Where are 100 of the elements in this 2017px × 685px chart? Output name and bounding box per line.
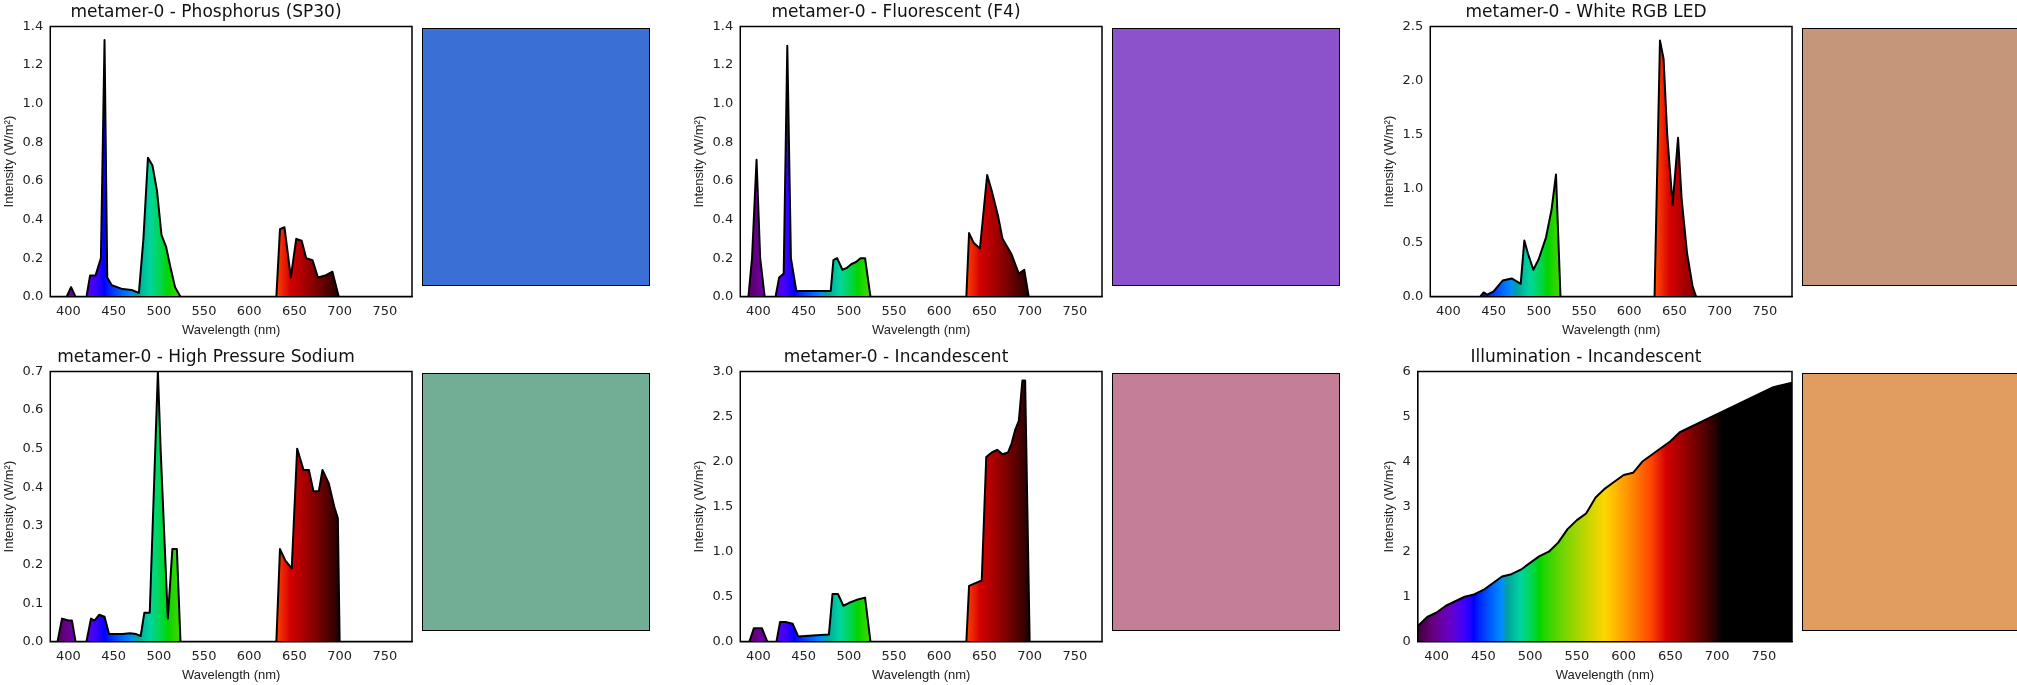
x-axis-title: Wavelength (nm) [181,666,281,682]
y-tick-label: 0.8 [22,133,44,149]
x-tick-label: 600 [1616,302,1642,318]
chart-title: metamer-0 - High Pressure Sodium [57,345,355,366]
x-axis-title: Wavelength (nm) [871,666,971,682]
x-tick-label: 700 [327,302,353,318]
x-tick-label: 550 [1564,647,1590,663]
y-tick-label: 2.5 [1402,17,1424,33]
y-tick-label: 1.0 [712,543,734,559]
chart-title: metamer-0 - Fluorescent (F4) [771,0,1021,21]
x-tick-label: 550 [881,302,907,318]
y-tick-label: 1.2 [712,56,734,72]
x-tick-label: 650 [282,302,307,318]
y-tick-label: 0.4 [22,210,44,226]
y-tick-label: 1.5 [1402,125,1424,141]
x-tick-label: 750 [1062,647,1088,663]
y-tick-label: 0.5 [1402,234,1424,250]
x-tick-label: 650 [1662,302,1687,318]
x-tick-label: 500 [146,647,172,663]
x-tick-label: 450 [1470,647,1496,663]
y-tick-label: 0.0 [22,633,44,649]
x-tick-label: 500 [1526,302,1552,318]
y-tick-label: 1.4 [22,17,44,33]
chart-title: metamer-0 - Incandescent [783,345,1009,366]
y-tick-label: 2 [1402,543,1411,559]
y-axis-title: Intensity (W/m²) [1381,115,1397,208]
x-tick-label: 550 [1571,302,1597,318]
y-tick-label: 0.2 [712,249,734,265]
x-tick-label: 450 [1481,302,1506,318]
x-axis-title: Wavelength (nm) [1555,666,1655,682]
y-tick-label: 0.6 [712,172,734,188]
y-tick-label: 0.6 [22,401,44,417]
x-tick-label: 750 [1751,647,1777,663]
y-tick-label: 3.0 [712,362,734,378]
x-tick-label: 650 [972,647,997,663]
y-tick-label: 0.4 [712,210,734,226]
x-tick-label: 500 [836,647,862,663]
x-tick-label: 650 [972,302,997,318]
x-tick-label: 700 [327,647,353,663]
y-tick-label: 0.2 [22,555,44,571]
chart-title: metamer-0 - Phosphorus (SP30) [70,0,342,21]
x-axis-title: Wavelength (nm) [181,321,281,337]
y-tick-label: 0.5 [22,440,44,456]
x-tick-label: 400 [55,647,81,663]
x-tick-label: 450 [101,647,126,663]
y-tick-label: 3 [1402,497,1411,513]
y-tick-label: 1.0 [712,95,734,111]
x-tick-label: 750 [372,302,398,318]
x-tick-label: 650 [1657,647,1683,663]
x-tick-label: 600 [236,647,262,663]
y-axis-title: Intensity (W/m²) [1,115,17,208]
y-tick-label: 1.4 [712,17,734,33]
x-tick-label: 600 [926,302,952,318]
y-tick-label: 0 [1402,633,1411,649]
x-tick-label: 550 [191,302,217,318]
x-tick-label: 400 [745,647,771,663]
y-tick-label: 1.0 [22,95,44,111]
y-tick-label: 5 [1402,407,1411,423]
x-tick-label: 600 [926,647,952,663]
y-tick-label: 4 [1402,452,1411,468]
x-tick-label: 500 [836,302,862,318]
x-tick-label: 450 [791,647,816,663]
y-tick-label: 0.1 [22,594,44,610]
x-axis-title: Wavelength (nm) [1561,321,1661,337]
x-tick-label: 500 [1517,647,1543,663]
x-tick-label: 750 [1062,302,1088,318]
y-axis-title: Intensity (W/m²) [691,460,707,553]
y-tick-label: 2.0 [712,452,734,468]
y-tick-label: 2.5 [712,407,734,423]
y-tick-label: 0.4 [22,478,44,494]
x-tick-label: 400 [1435,302,1461,318]
x-tick-label: 550 [191,647,217,663]
y-tick-label: 1 [1402,588,1411,604]
x-tick-label: 400 [1424,647,1449,663]
x-tick-label: 550 [881,647,907,663]
x-tick-label: 700 [1704,647,1730,663]
y-axis-title: Intensity (W/m²) [1381,460,1397,553]
y-axis-title: Intensity (W/m²) [1,460,17,553]
x-tick-label: 700 [1017,302,1043,318]
x-tick-label: 500 [146,302,172,318]
y-tick-label: 0.0 [1402,288,1424,304]
x-tick-label: 700 [1707,302,1733,318]
y-tick-label: 0.6 [22,172,44,188]
x-axis-title: Wavelength (nm) [871,321,971,337]
x-tick-label: 700 [1017,647,1043,663]
y-tick-label: 0.2 [22,249,44,265]
x-tick-label: 600 [236,302,262,318]
y-tick-label: 0.3 [22,517,44,533]
y-tick-label: 0.8 [712,133,734,149]
y-tick-label: 1.2 [22,56,44,72]
chart-title: Illumination - Incandescent [1470,345,1702,366]
y-tick-label: 6 [1402,362,1411,378]
y-tick-label: 0.0 [22,288,44,304]
chart-title: metamer-0 - White RGB LED [1465,0,1707,21]
y-tick-label: 0.7 [22,362,44,378]
y-tick-label: 1.5 [712,497,734,513]
x-tick-label: 600 [1611,647,1637,663]
x-tick-label: 450 [101,302,126,318]
y-tick-label: 0.0 [712,633,734,649]
x-tick-label: 750 [372,647,398,663]
